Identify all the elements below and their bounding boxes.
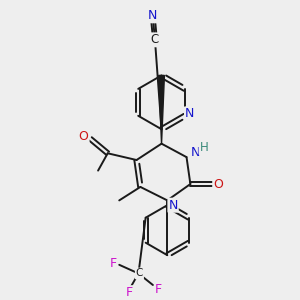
Text: O: O [213,178,223,190]
Text: N: N [190,146,200,159]
Text: C: C [151,33,159,46]
Text: F: F [110,257,117,270]
Text: N: N [185,107,194,120]
Polygon shape [159,75,164,144]
Text: N: N [148,9,158,22]
Text: H: H [200,141,208,154]
Text: F: F [125,286,132,299]
Text: C: C [136,268,143,278]
Text: O: O [79,130,88,143]
Text: F: F [155,283,162,296]
Text: N: N [168,199,178,212]
